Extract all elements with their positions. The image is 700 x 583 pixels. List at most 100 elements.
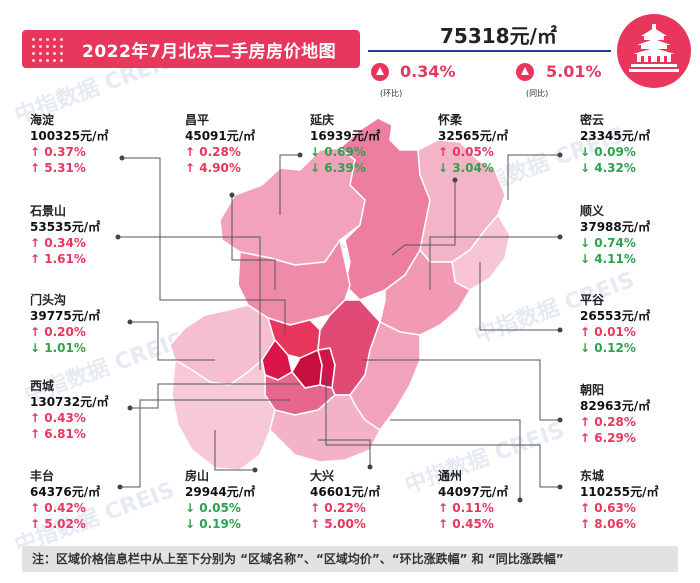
district-yoy: ↓ 4.11% bbox=[580, 252, 636, 266]
page-title: 2022年7月北京二手房房价地图 bbox=[82, 42, 337, 62]
district-price: 16939元/㎡ bbox=[310, 129, 381, 143]
leader-dot-fengtai bbox=[117, 484, 123, 490]
district-yoy: ↑ 6.81% bbox=[30, 427, 86, 441]
leader-dot-xicheng bbox=[127, 405, 133, 411]
district-info-daxing: 大兴 46601元/㎡ ↑ 0.22% ↑ 5.00% bbox=[310, 468, 380, 532]
district-price: 32565元/㎡ bbox=[438, 129, 509, 143]
district-mom: ↑ 0.01% bbox=[580, 325, 636, 339]
divider bbox=[368, 50, 611, 52]
leader-line-tongzhou bbox=[390, 419, 521, 500]
district-yoy: ↓ 6.39% bbox=[310, 161, 366, 175]
district-price: 64376元/㎡ bbox=[30, 485, 101, 499]
district-name: 朝阳 bbox=[580, 383, 605, 397]
leader-line-miyun bbox=[507, 154, 560, 200]
up-arrow-icon bbox=[371, 63, 389, 81]
leader-dot-yanqing bbox=[297, 152, 303, 158]
district-info-xicheng: 西城 130732元/㎡ ↑ 0.43% ↑ 6.81% bbox=[30, 378, 108, 442]
leader-dot-shijingshan bbox=[115, 234, 121, 240]
district-info-shunyi: 顺义 37988元/㎡ ↓ 0.74% ↓ 4.11% bbox=[580, 203, 650, 267]
title-banner: 2022年7月北京二手房房价地图 bbox=[22, 30, 360, 68]
district-info-fengtai: 丰台 64376元/㎡ ↑ 0.42% ↑ 5.02% bbox=[30, 468, 100, 532]
leader-dot-huairou bbox=[452, 177, 458, 183]
district-mom: ↑ 0.20% bbox=[30, 325, 86, 339]
leader-dot-mentougou bbox=[127, 319, 133, 325]
city-mom-change: 0.34% bbox=[400, 62, 456, 81]
district-mom: ↑ 0.34% bbox=[30, 236, 86, 250]
district-info-pinggu: 平谷 26553元/㎡ ↑ 0.01% ↓ 0.12% bbox=[580, 292, 650, 356]
district-price: 29944元/㎡ bbox=[185, 485, 256, 499]
district-price: 44097元/㎡ bbox=[438, 485, 509, 499]
district-name: 门头沟 bbox=[30, 293, 67, 307]
leader-line-fengtai bbox=[120, 399, 290, 488]
district-mom: ↑ 0.37% bbox=[30, 145, 86, 159]
district-yoy: ↑ 8.06% bbox=[580, 517, 636, 531]
district-mom: ↑ 0.22% bbox=[310, 501, 366, 515]
district-yoy: ↑ 0.45% bbox=[438, 517, 494, 531]
district-yoy: ↑ 5.31% bbox=[30, 161, 86, 175]
leader-dot-changping bbox=[229, 192, 235, 198]
district-mom: ↓ 0.05% bbox=[185, 501, 241, 515]
district-price: 39775元/㎡ bbox=[30, 309, 101, 323]
district-mom: ↓ 0.69% bbox=[310, 145, 366, 159]
leader-dot-miyun bbox=[557, 152, 563, 158]
district-price: 130732元/㎡ bbox=[30, 395, 109, 409]
district-price: 26553元/㎡ bbox=[580, 309, 651, 323]
district-yoy: ↑ 4.90% bbox=[185, 161, 241, 175]
district-info-chaoyang: 朝阳 82963元/㎡ ↑ 0.28% ↑ 6.29% bbox=[580, 382, 650, 446]
district-mom: ↑ 0.28% bbox=[185, 145, 241, 159]
leader-line-changping bbox=[231, 195, 276, 290]
district-info-tongzhou: 通州 44097元/㎡ ↑ 0.11% ↑ 0.45% bbox=[438, 468, 508, 532]
district-name: 房山 bbox=[185, 469, 210, 483]
district-name: 昌平 bbox=[185, 113, 210, 127]
district-info-shijingshan: 石景山 53535元/㎡ ↑ 0.34% ↑ 1.61% bbox=[30, 203, 100, 267]
leader-dot-fangshan bbox=[252, 467, 258, 473]
district-yoy: ↓ 1.01% bbox=[30, 341, 86, 355]
leader-dot-dongcheng bbox=[557, 484, 563, 490]
district-name: 西城 bbox=[30, 379, 55, 393]
city-yoy-change: 5.01% bbox=[546, 62, 602, 81]
district-price: 82963元/㎡ bbox=[580, 399, 651, 413]
district-info-yanqing: 延庆 16939元/㎡ ↓ 0.69% ↓ 6.39% bbox=[310, 112, 380, 176]
mom-label: (环比) bbox=[380, 89, 403, 98]
district-mom: ↑ 0.28% bbox=[580, 415, 636, 429]
leader-dot-daxing bbox=[367, 464, 373, 470]
district-info-miyun: 密云 23345元/㎡ ↓ 0.09% ↓ 4.32% bbox=[580, 112, 650, 176]
district-info-dongcheng: 东城 110255元/㎡ ↑ 0.63% ↑ 8.06% bbox=[580, 468, 658, 532]
district-info-huairou: 怀柔 32565元/㎡ ↑ 0.05% ↓ 3.04% bbox=[438, 112, 508, 176]
district-yoy: ↓ 4.32% bbox=[580, 161, 636, 175]
leader-dot-chaoyang bbox=[557, 417, 563, 423]
leader-line-chaoyang bbox=[362, 359, 560, 421]
leader-line-dongcheng bbox=[325, 375, 560, 488]
leader-line-daxing bbox=[318, 439, 371, 467]
district-name: 顺义 bbox=[580, 204, 605, 218]
district-price: 45091元/㎡ bbox=[185, 129, 256, 143]
temple-of-heaven-icon bbox=[617, 14, 691, 88]
dots-decoration bbox=[32, 38, 72, 62]
district-name: 石景山 bbox=[30, 204, 67, 218]
district-yoy: ↓ 0.19% bbox=[185, 517, 241, 531]
leader-dot-haidian bbox=[119, 155, 125, 161]
up-arrow-icon bbox=[516, 63, 534, 81]
district-mom: ↑ 0.63% bbox=[580, 501, 636, 515]
leader-dot-shunyi bbox=[557, 234, 563, 240]
district-mom: ↑ 0.05% bbox=[438, 145, 494, 159]
district-info-mentougou: 门头沟 39775元/㎡ ↑ 0.20% ↓ 1.01% bbox=[30, 292, 100, 356]
district-yoy: ↑ 6.29% bbox=[580, 431, 636, 445]
map-region-shunyi bbox=[379, 249, 471, 336]
district-name: 通州 bbox=[438, 469, 463, 483]
leader-line-shijingshan bbox=[118, 236, 261, 370]
district-info-fangshan: 房山 29944元/㎡ ↓ 0.05% ↓ 0.19% bbox=[185, 468, 255, 532]
yoy-label: (同比) bbox=[526, 89, 549, 98]
district-name: 怀柔 bbox=[438, 113, 463, 127]
district-info-haidian: 海淀 100325元/㎡ ↑ 0.37% ↑ 5.31% bbox=[30, 112, 108, 176]
leader-line-haidian bbox=[122, 157, 286, 335]
district-info-changping: 昌平 45091元/㎡ ↑ 0.28% ↑ 4.90% bbox=[185, 112, 255, 176]
district-name: 密云 bbox=[580, 113, 605, 127]
footer-note: 注：区域价格信息栏中从上至下分别为 “区域名称”、“区域均价”、“环比涨跌幅” … bbox=[22, 546, 678, 572]
district-mom: ↑ 0.11% bbox=[438, 501, 494, 515]
leader-line-shunyi bbox=[429, 236, 560, 290]
leader-dot-tongzhou bbox=[517, 497, 523, 503]
district-name: 平谷 bbox=[580, 293, 605, 307]
district-name: 大兴 bbox=[310, 469, 335, 483]
